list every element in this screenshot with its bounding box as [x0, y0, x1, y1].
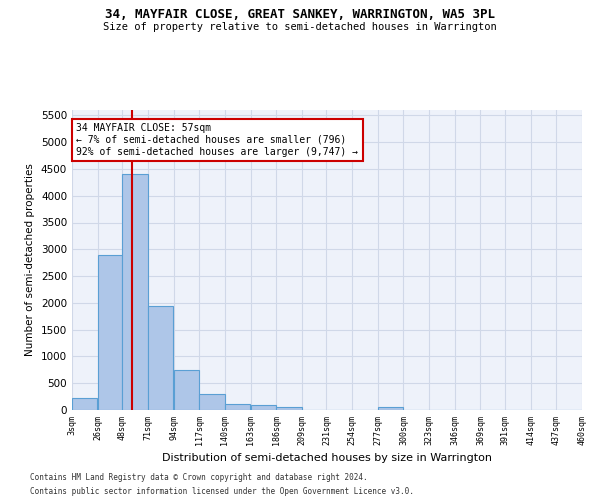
Text: 34, MAYFAIR CLOSE, GREAT SANKEY, WARRINGTON, WA5 3PL: 34, MAYFAIR CLOSE, GREAT SANKEY, WARRING… — [105, 8, 495, 20]
Text: Contains public sector information licensed under the Open Government Licence v3: Contains public sector information licen… — [30, 488, 414, 496]
Bar — [148, 306, 173, 410]
Bar — [199, 394, 224, 410]
Bar — [251, 405, 276, 410]
Bar — [378, 407, 403, 410]
X-axis label: Distribution of semi-detached houses by size in Warrington: Distribution of semi-detached houses by … — [162, 453, 492, 463]
Text: Size of property relative to semi-detached houses in Warrington: Size of property relative to semi-detach… — [103, 22, 497, 32]
Bar — [72, 398, 97, 410]
Bar — [122, 174, 148, 410]
Y-axis label: Number of semi-detached properties: Number of semi-detached properties — [25, 164, 35, 356]
Bar — [174, 370, 199, 410]
Text: Contains HM Land Registry data © Crown copyright and database right 2024.: Contains HM Land Registry data © Crown c… — [30, 472, 368, 482]
Text: 34 MAYFAIR CLOSE: 57sqm
← 7% of semi-detached houses are smaller (796)
92% of se: 34 MAYFAIR CLOSE: 57sqm ← 7% of semi-det… — [76, 124, 358, 156]
Bar — [98, 254, 122, 410]
Bar — [277, 407, 302, 410]
Bar — [225, 404, 250, 410]
